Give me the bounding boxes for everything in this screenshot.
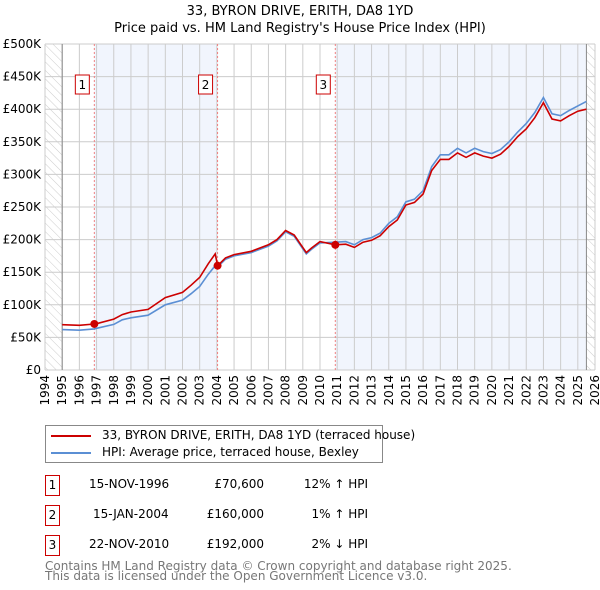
x-tick-label: 2013 (365, 375, 379, 406)
x-tick-label: 2020 (485, 375, 499, 406)
y-tick-label: £250K (3, 200, 43, 214)
sale-price: £160,000 (206, 507, 264, 521)
chart-subtitle: Price paid vs. HM Land Registry's House … (114, 21, 486, 36)
footer-copyright: Contains HM Land Registry data © Crown c… (45, 559, 512, 573)
x-tick-label: 2023 (536, 375, 550, 406)
legend-swatch-hpi (51, 452, 91, 454)
legend-label-property: 33, BYRON DRIVE, ERITH, DA8 1YD (terrace… (102, 428, 416, 442)
x-tick-label: 2017 (433, 375, 447, 406)
y-tick-label: £200K (3, 233, 43, 247)
y-tick-label: £400K (3, 102, 43, 116)
x-tick-label: 2012 (347, 375, 361, 406)
footer-license: This data is licensed under the Open Gov… (45, 569, 428, 583)
x-tick-label: 2026 (588, 375, 600, 406)
sale-marker: 2 (45, 505, 60, 526)
sale-point (213, 261, 222, 270)
sale-date: 15-NOV-1996 (89, 477, 170, 491)
y-tick-label: £350K (3, 135, 43, 149)
sale-date: 15-JAN-2004 (93, 507, 169, 521)
x-tick-label: 2015 (399, 375, 413, 406)
x-tick-label: 1994 (38, 375, 52, 406)
sale-hpi-diff: 2% ↓ HPI (311, 537, 368, 551)
x-tick-label: 2018 (451, 375, 465, 406)
x-tick-label: 2005 (227, 375, 241, 406)
x-tick-label: 2014 (382, 375, 396, 406)
x-tick-label: 2024 (554, 375, 568, 406)
sale-marker: 3 (45, 535, 60, 556)
x-tick-label: 2010 (313, 375, 327, 406)
legend: 33, BYRON DRIVE, ERITH, DA8 1YD (terrace… (45, 425, 415, 463)
x-tick-label: 2019 (468, 375, 482, 406)
sale-marker: 1 (45, 475, 60, 496)
hpi-line (62, 95, 587, 332)
sale-marker-box (74, 74, 90, 95)
sale-hpi-diff: 12% ↑ HPI (303, 477, 368, 491)
x-tick-label: 2007 (261, 375, 275, 406)
sale-price: £192,000 (206, 537, 264, 551)
x-tick-label: 2001 (158, 375, 172, 406)
sale-date: 22-NOV-2010 (89, 537, 170, 551)
x-tick-label: 2009 (296, 375, 310, 406)
y-tick-label: £500K (3, 37, 43, 51)
sale-hpi-diff: 1% ↑ HPI (311, 507, 368, 521)
y-tick-label: £50K (10, 330, 42, 344)
sale-point (331, 240, 340, 249)
property-price-line (62, 101, 587, 327)
x-tick-label: 2002 (176, 375, 190, 406)
y-tick-label: £450K (3, 70, 43, 84)
sale-marker-label: 2 (202, 78, 210, 92)
sale-point (90, 319, 99, 328)
sale-price: £70,600 (214, 477, 264, 491)
legend-swatch-property (51, 435, 91, 437)
x-tick-label: 1996 (72, 375, 86, 406)
sale-marker-box (315, 74, 331, 95)
sale-marker-label: 3 (319, 78, 327, 92)
legend-label-hpi: HPI: Average price, terraced house, Bexl… (102, 445, 359, 459)
y-tick-label: £150K (3, 265, 43, 279)
x-tick-label: 2000 (141, 375, 155, 406)
x-tick-label: 2016 (416, 375, 430, 406)
x-tick-label: 2003 (193, 375, 207, 406)
sale-marker-label: 1 (79, 78, 87, 92)
x-tick-label: 2021 (502, 375, 516, 406)
x-tick-label: 2011 (330, 375, 344, 406)
x-tick-label: 1995 (55, 375, 69, 406)
x-tick-label: 1997 (90, 375, 104, 406)
price-chart: 33, BYRON DRIVE, ERITH, DA8 1YD Price pa… (3, 4, 600, 406)
y-tick-label: £100K (3, 298, 43, 312)
x-tick-label: 2025 (571, 375, 585, 406)
x-tick-label: 2004 (210, 375, 224, 406)
y-tick-label: £0 (26, 363, 41, 377)
x-tick-label: 2022 (519, 375, 533, 406)
x-tick-label: 2006 (244, 375, 258, 406)
x-tick-label: 1998 (107, 375, 121, 406)
sale-marker-box (198, 74, 214, 95)
x-tick-label: 1999 (124, 375, 138, 406)
x-tick-label: 2008 (279, 375, 293, 406)
chart-title: 33, BYRON DRIVE, ERITH, DA8 1YD (187, 4, 414, 19)
y-tick-label: £300K (3, 167, 43, 181)
